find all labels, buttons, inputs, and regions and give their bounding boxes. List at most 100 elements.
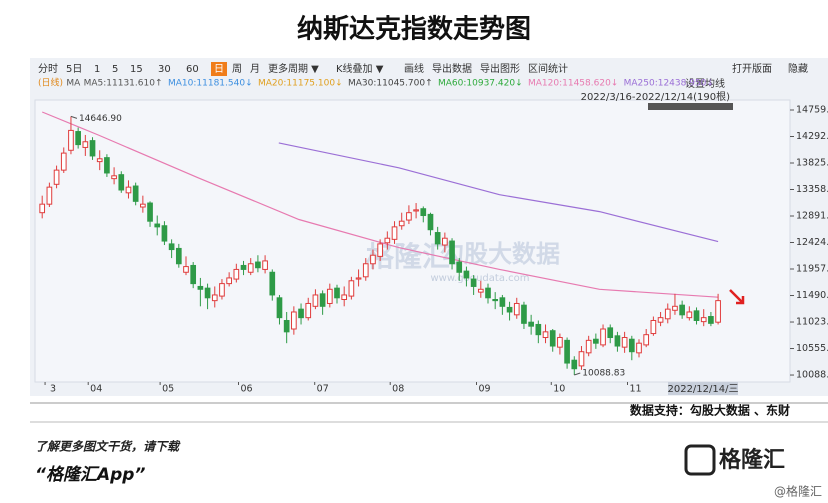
candle-body: [312, 294, 319, 307]
candle-body: [607, 327, 614, 339]
toolbar-item[interactable]: 打开版面: [732, 62, 772, 75]
date-box: [668, 382, 738, 395]
candle-body: [557, 337, 563, 348]
candle-body: [233, 268, 240, 280]
candle-body: [161, 225, 168, 242]
toolbar-item[interactable]: 更多周期 ▼: [268, 62, 319, 75]
toolbar-item[interactable]: 区间统计: [528, 62, 568, 75]
y-tick-label: 11023.06: [796, 317, 828, 328]
candle-body: [535, 323, 542, 336]
candle-body: [564, 339, 570, 364]
candle-body: [60, 152, 67, 171]
candle-body: [377, 243, 383, 257]
candle-body: [571, 359, 578, 370]
candle-body: [391, 226, 398, 240]
candle-body: [226, 277, 232, 285]
candle-body: [636, 342, 642, 354]
x-tick-label: 10: [553, 384, 565, 395]
candle-body: [132, 185, 139, 202]
toolbar-item[interactable]: 隐藏: [788, 63, 808, 75]
toolbar-item[interactable]: 5日: [66, 64, 82, 75]
candle-body: [154, 223, 161, 228]
annotation-leader: [70, 115, 78, 119]
candle-body: [492, 298, 499, 302]
y-tick-label: 10088.83: [796, 370, 828, 381]
x-tick-label: 08: [392, 384, 404, 395]
ma-legend: MA10:11181.540↓: [168, 79, 253, 89]
toolbar-item[interactable]: 15: [130, 64, 143, 75]
candle-body: [442, 237, 448, 246]
toolbar-item[interactable]: 月: [250, 63, 260, 75]
candle-body: [82, 141, 89, 148]
candle-body: [75, 131, 81, 146]
candle-body: [104, 157, 110, 174]
range-label: 2022/3/16-2022/12/14(190根): [581, 90, 731, 103]
toolbar-item[interactable]: K线叠加 ▼: [336, 62, 384, 75]
candle-body: [255, 261, 261, 269]
candle-body: [406, 212, 412, 221]
toolbar-item[interactable]: 5: [112, 64, 118, 75]
toolbar-item[interactable]: 画线: [404, 62, 424, 75]
ma-legend: (日线): [38, 77, 63, 89]
toolbar-item[interactable]: 日: [214, 64, 224, 75]
candle-body: [211, 294, 218, 302]
candle-body: [269, 271, 276, 296]
toolbar-item[interactable]: 60: [186, 64, 199, 75]
candle-body: [384, 237, 391, 244]
candle-body: [614, 335, 621, 347]
candle-body: [175, 247, 182, 265]
settings-label[interactable]: 设置均线: [685, 77, 725, 90]
candle-body: [672, 305, 678, 311]
toolbar-item[interactable]: 导出数据: [432, 62, 472, 75]
plot-area: [34, 99, 791, 383]
candle-body: [449, 240, 455, 265]
candle-body: [291, 311, 297, 330]
ma-legend: MA30:11045.700↑: [348, 79, 433, 89]
candle-body: [362, 263, 369, 278]
candle-body: [326, 288, 333, 304]
candle-body: [348, 280, 355, 297]
candle-body: [513, 302, 520, 316]
chart-title: 纳斯达克指数走势图: [297, 14, 531, 45]
candle-body: [334, 287, 340, 299]
candle-body: [420, 208, 427, 217]
toolbar-item[interactable]: 30: [158, 64, 171, 75]
candle-body: [686, 311, 693, 319]
candle-body: [96, 158, 103, 163]
logo-text: 格隆汇: [719, 447, 785, 473]
source: 数据支持：勾股大数据 、东财: [630, 403, 790, 418]
candle-body: [456, 261, 463, 273]
candle-body: [68, 129, 74, 151]
x-tick-label: 04: [90, 384, 102, 395]
ma-legend: MA60:10937.420↓: [438, 79, 523, 89]
y-tick-label: 11490.17: [796, 290, 828, 301]
candle-body: [147, 202, 153, 222]
candle-body: [53, 169, 60, 185]
candle-body: [111, 175, 117, 180]
toolbar-item[interactable]: 1: [94, 64, 100, 75]
toolbar-item[interactable]: 分时: [38, 63, 58, 75]
candle-body: [593, 338, 599, 344]
arrow: [729, 289, 745, 305]
toolbar-item[interactable]: 周: [232, 63, 242, 75]
toolbar-item[interactable]: 导出图形: [480, 62, 520, 75]
date-label: 2022/12/14/三: [667, 384, 738, 395]
annotation-leader: [574, 372, 581, 376]
candle-body: [276, 297, 283, 319]
ma-legend: MA5:11131.610↑: [84, 79, 163, 89]
ma-line: [278, 142, 719, 243]
candle-body: [657, 317, 664, 323]
candle-body: [247, 263, 254, 273]
annotation: 10088.83: [582, 369, 625, 379]
x-tick-label: 05: [162, 384, 174, 395]
y-tick-label: 14292.86: [796, 131, 828, 142]
candle-body: [355, 277, 362, 280]
candle-body: [305, 302, 312, 319]
candle-body: [283, 319, 290, 333]
candle-body: [521, 304, 527, 324]
ma-legend: MA20:11175.100↓: [258, 79, 343, 89]
candle-body: [628, 338, 635, 353]
candle-body: [298, 308, 304, 319]
y-tick-label: 13825.75: [796, 157, 828, 168]
